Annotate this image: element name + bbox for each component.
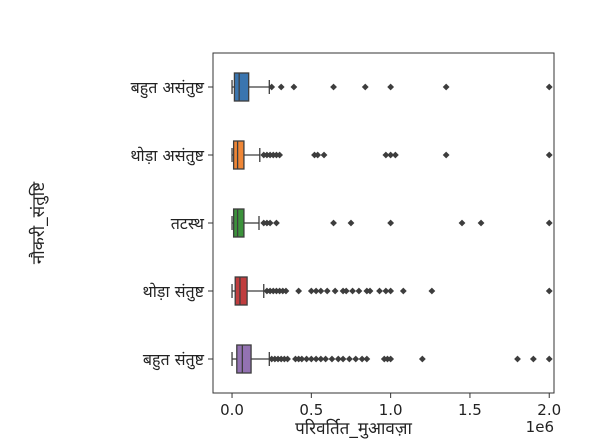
outlier-point — [358, 355, 366, 363]
outlier-point — [282, 287, 290, 295]
outlier-point — [339, 355, 347, 363]
y-axis-ticks: बहुत असंतुष्ट थोड़ा असंतुष्ट तटस्थ थोड़ा सं… — [130, 78, 213, 371]
box-group — [231, 72, 553, 102]
outlier-point — [349, 287, 356, 295]
outlier-point — [303, 355, 310, 363]
outlier-point — [320, 151, 328, 159]
y-tick-label: थोड़ा संतुष्ट — [143, 282, 205, 302]
x-axis-title: परिवर्तित_मुआवज़ा — [295, 418, 412, 439]
y-axis-title: नौकरी_संतुष्टि — [28, 181, 49, 264]
outlier-point — [273, 219, 280, 227]
outlier-point — [545, 287, 553, 295]
y-tick-label: थोड़ा असंतुष्ट — [130, 146, 204, 166]
y-tick-label: बहुत असंतुष्ट — [131, 78, 205, 99]
x-tick-label: 0.5 — [299, 401, 323, 419]
box — [232, 140, 245, 170]
outlier-point — [352, 355, 360, 363]
outlier-point — [387, 83, 395, 91]
box — [234, 276, 248, 306]
outlier-point — [307, 287, 315, 295]
outlier-point — [290, 83, 298, 91]
box-group — [231, 276, 553, 306]
outlier-point — [330, 83, 337, 91]
outlier-point — [376, 287, 383, 295]
y-tick-label: बहुत संतुष्ट — [143, 350, 205, 371]
outlier-point — [277, 83, 285, 91]
outlier-point — [298, 355, 306, 363]
outlier-point — [391, 151, 399, 159]
outlier-point — [458, 219, 466, 227]
outlier-point — [284, 355, 291, 363]
outlier-point — [307, 355, 315, 363]
outlier-point — [331, 287, 339, 295]
outlier-point — [363, 355, 371, 363]
x-tick-label: 1.0 — [379, 401, 403, 419]
outlier-point — [399, 287, 407, 295]
outlier-point — [428, 287, 436, 295]
x-axis-ticks: 0.0 0.5 1.0 1.5 2.0 — [220, 393, 561, 419]
box-group — [231, 140, 553, 170]
outlier-point — [387, 151, 395, 159]
outlier-point — [545, 83, 553, 91]
outlier-point — [545, 219, 553, 227]
outlier-point — [442, 151, 450, 159]
outlier-point — [361, 83, 369, 91]
box-group — [231, 344, 553, 374]
outlier-point — [477, 219, 485, 227]
outlier-point — [317, 355, 325, 363]
outlier-point — [387, 355, 395, 363]
box-group — [231, 208, 553, 238]
outlier-point — [347, 219, 355, 227]
box — [232, 208, 245, 238]
outlier-point — [295, 287, 303, 295]
outlier-point — [366, 287, 374, 295]
outlier-point — [328, 355, 336, 363]
outlier-point — [346, 355, 353, 363]
outlier-point — [387, 287, 395, 295]
outlier-point — [545, 355, 553, 363]
outlier-point — [418, 355, 426, 363]
outlier-point — [312, 355, 320, 363]
y-tick-label: तटस्थ — [171, 214, 205, 233]
outlier-point — [330, 219, 337, 227]
outlier-point — [442, 83, 450, 91]
plot-area — [231, 72, 553, 374]
x-axis-offset-label: 1e6 — [526, 418, 554, 436]
outlier-point — [266, 219, 274, 227]
x-tick-label: 1.5 — [458, 401, 482, 419]
x-tick-label: 0.0 — [220, 401, 244, 419]
outlier-point — [323, 287, 331, 295]
box — [233, 72, 250, 102]
outlier-point — [276, 151, 284, 159]
outlier-point — [317, 287, 325, 295]
outlier-point — [382, 151, 390, 159]
outlier-point — [322, 355, 330, 363]
outlier-point — [387, 219, 395, 227]
box — [236, 344, 252, 374]
x-tick-label: 2.0 — [537, 401, 561, 419]
outlier-point — [268, 83, 276, 91]
outlier-point — [545, 151, 553, 159]
outlier-point — [355, 287, 363, 295]
outlier-point — [382, 287, 390, 295]
outlier-point — [314, 151, 322, 159]
outlier-point — [514, 355, 521, 363]
outlier-point — [342, 287, 350, 295]
outlier-point — [334, 355, 342, 363]
outlier-point — [312, 287, 320, 295]
outlier-point — [529, 355, 537, 363]
